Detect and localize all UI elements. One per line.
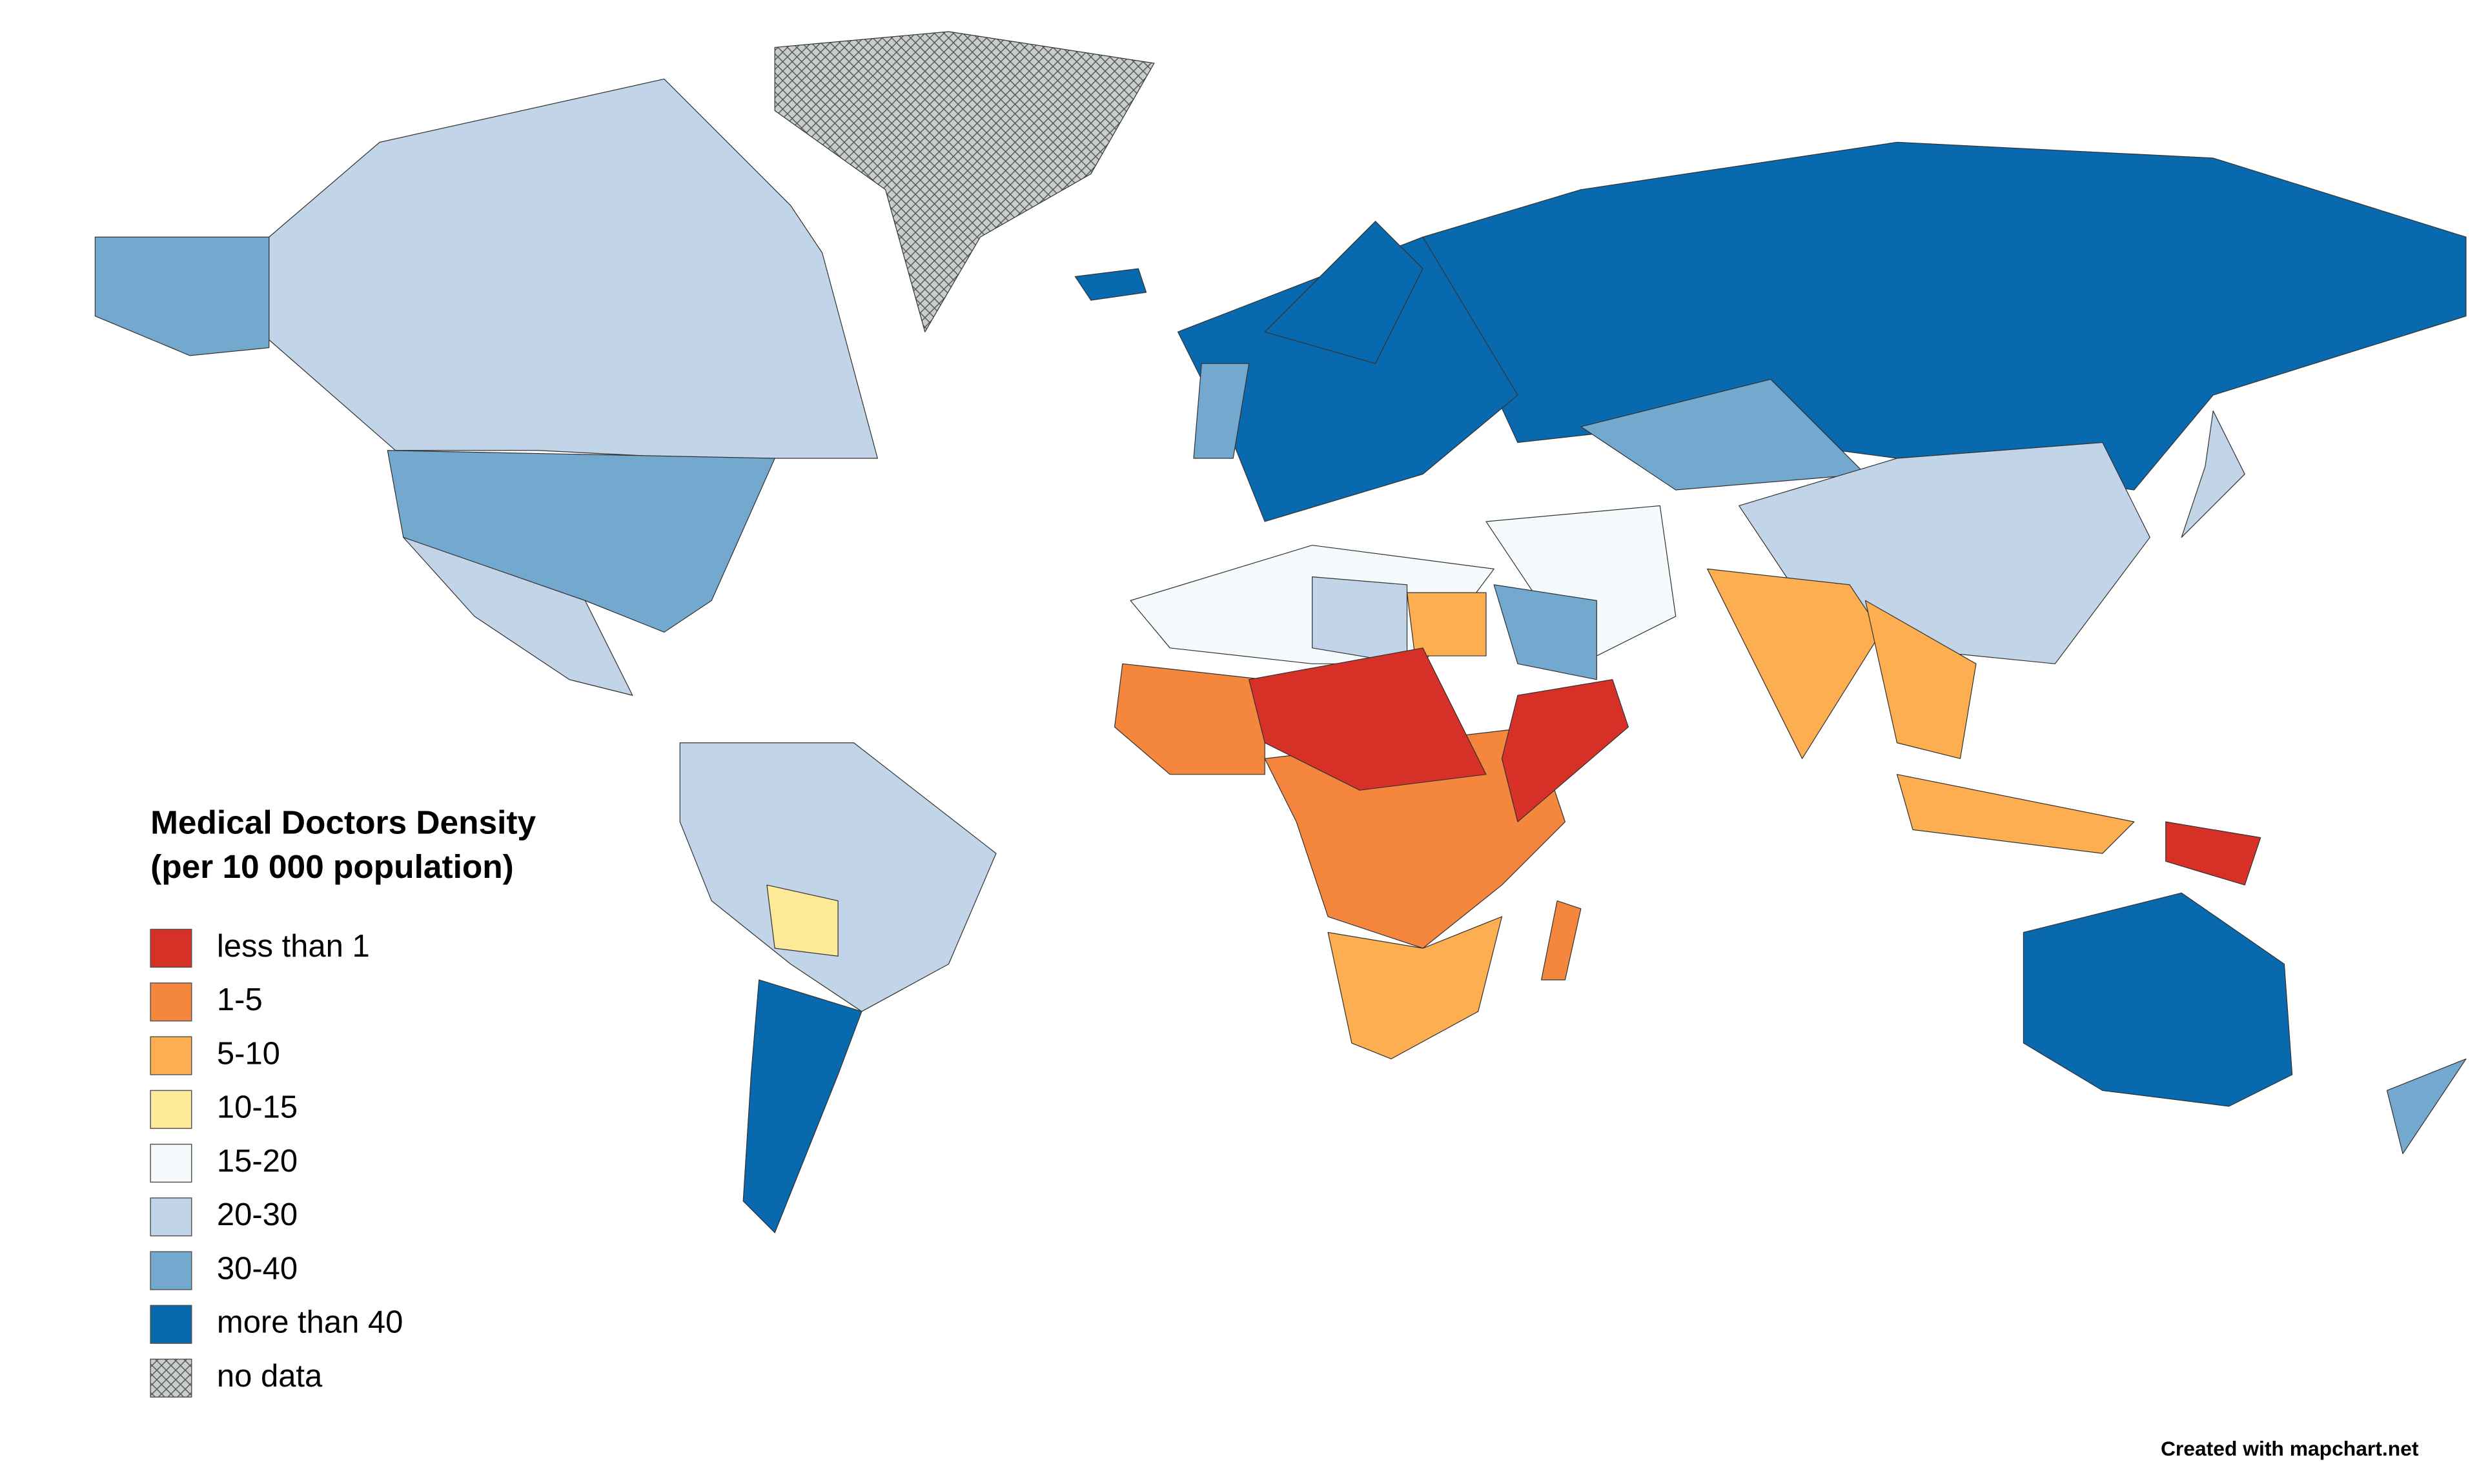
legend-swatch	[150, 1143, 192, 1183]
legend-swatch	[150, 1090, 192, 1129]
canada	[269, 78, 878, 459]
credit: Created with mapchart.net	[2161, 1437, 2419, 1460]
legend-label: 10-15	[217, 1090, 298, 1125]
australia	[2023, 892, 2293, 1107]
legend-swatch	[150, 1251, 192, 1290]
iceland	[1074, 268, 1147, 301]
horn-of-africa	[1501, 679, 1629, 822]
legend-label: 20-30	[217, 1197, 298, 1232]
legend-swatch	[150, 1358, 192, 1398]
countries	[94, 31, 2467, 1234]
legend-label: more than 40	[217, 1305, 403, 1340]
legend-swatch	[150, 1305, 192, 1344]
legend-title: Medical Doctors Density	[150, 804, 536, 841]
legend-label: no data	[217, 1359, 323, 1394]
south-america	[679, 742, 997, 1012]
bolivia	[766, 884, 839, 957]
argentina-chile	[742, 979, 862, 1234]
legend-label: 1-5	[217, 982, 263, 1017]
madagascar	[1541, 900, 1582, 981]
southern-africa	[1327, 916, 1503, 1060]
egypt	[1406, 592, 1487, 656]
legend: Medical Doctors Density (per 10 000 popu…	[150, 804, 536, 1398]
new-zealand	[2386, 1058, 2467, 1154]
greenland	[774, 31, 1155, 332]
uk	[1193, 363, 1250, 459]
legend-label: 30-40	[217, 1251, 298, 1286]
sahel	[1249, 647, 1487, 791]
indonesia	[1896, 774, 2135, 854]
scandinavia	[1264, 221, 1423, 364]
alaska	[94, 236, 270, 356]
papua-new-guinea	[2165, 821, 2261, 886]
legend-subtitle: (per 10 000 population)	[150, 848, 514, 885]
legend-swatch	[150, 1197, 192, 1237]
india	[1707, 568, 1882, 759]
legend-label: 5-10	[217, 1036, 280, 1071]
russia	[1422, 141, 2467, 491]
legend-swatch	[150, 928, 192, 968]
japan	[2181, 410, 2245, 538]
southeast-asia	[1864, 600, 1977, 759]
west-africa	[1114, 663, 1265, 775]
legend-label: less than 1	[217, 929, 370, 964]
legend-swatch	[150, 1036, 192, 1075]
mexico-central-america	[403, 536, 633, 696]
legend-swatch	[150, 982, 192, 1022]
libya	[1312, 576, 1408, 664]
saudi-arabia	[1493, 584, 1597, 680]
legend-label: 15-20	[217, 1144, 298, 1179]
